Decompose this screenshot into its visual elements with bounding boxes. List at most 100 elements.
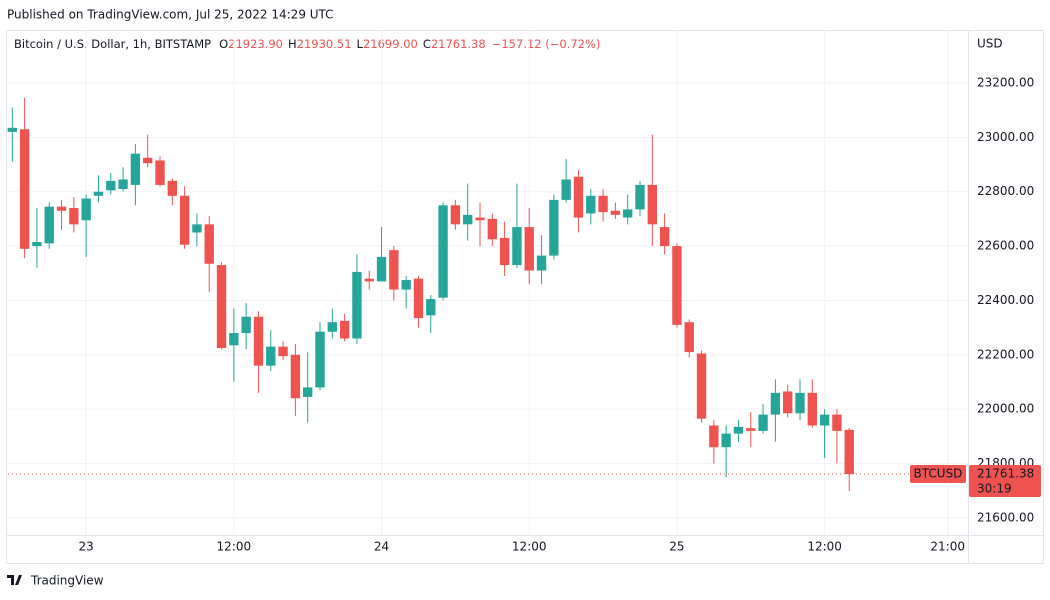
candle-body xyxy=(512,227,522,266)
candle-body xyxy=(672,246,682,325)
candle-body xyxy=(241,316,251,334)
candle-body xyxy=(709,425,719,448)
candle-body xyxy=(586,195,596,214)
x-tick-label: 24 xyxy=(374,540,389,554)
candle-body xyxy=(401,280,411,290)
candle-body xyxy=(463,214,473,225)
published-note: Published on TradingView.com, Jul 25, 20… xyxy=(7,8,334,22)
candle-body xyxy=(118,179,128,190)
candle-body xyxy=(524,227,534,271)
candle-body xyxy=(499,237,510,266)
countdown: 30:19 xyxy=(977,482,1012,496)
price-tag-bg xyxy=(969,465,1041,498)
logo: TradingView xyxy=(7,574,104,588)
candle-body xyxy=(216,265,227,349)
ohlc-h: H xyxy=(288,37,297,51)
candle-body xyxy=(376,256,387,282)
x-tick-label: 23 xyxy=(79,540,94,554)
candle-body xyxy=(696,353,707,419)
candle-body xyxy=(389,250,399,290)
candle-body xyxy=(746,428,756,431)
x-tick-label: 12:00 xyxy=(217,540,252,554)
candle-body xyxy=(130,153,141,185)
candle-body xyxy=(487,218,497,240)
candle-body xyxy=(536,255,547,271)
candle-body xyxy=(733,426,744,434)
y-tick-label: 23200.00 xyxy=(977,76,1034,90)
logo-mark xyxy=(7,575,22,585)
ohlc-open: 21923.90 xyxy=(228,37,283,51)
candle-body xyxy=(315,331,325,388)
price-unit: USD xyxy=(977,37,1003,51)
chart-frame xyxy=(6,30,1044,564)
y-tick-label: 22000.00 xyxy=(977,402,1034,416)
ohlc-o: O xyxy=(219,37,228,51)
candle-body xyxy=(81,198,91,221)
candle-body xyxy=(179,195,190,245)
candle-body xyxy=(167,180,177,196)
x-tick-label: 12:00 xyxy=(512,540,547,554)
candle-body xyxy=(426,299,436,316)
candle-body xyxy=(413,278,424,319)
candle-body xyxy=(32,242,42,247)
candle-body xyxy=(598,195,608,213)
y-tick-label: 23000.00 xyxy=(977,130,1034,144)
candle-body xyxy=(266,346,276,366)
candle-body xyxy=(352,271,362,339)
candle-body xyxy=(684,322,694,353)
y-tick-label: 22200.00 xyxy=(977,347,1034,361)
candle-body xyxy=(155,160,165,185)
symbol: Bitcoin / U.S. Dollar, 1h, BITSTAMP xyxy=(14,37,211,51)
candle-body xyxy=(770,392,781,415)
y-tick-label: 22600.00 xyxy=(977,239,1034,253)
symbol-tag: BTCUSD xyxy=(914,467,963,481)
x-tick-label: 21:00 xyxy=(930,540,965,554)
candle-body xyxy=(647,184,657,225)
candle-body xyxy=(339,320,350,339)
candle-body xyxy=(610,210,621,215)
candle-body xyxy=(303,387,313,397)
candle-body xyxy=(364,278,374,282)
candle-body xyxy=(450,205,461,225)
candle-body xyxy=(278,346,288,357)
candle-body xyxy=(549,199,559,256)
candle-body xyxy=(438,205,448,298)
y-tick-label: 22400.00 xyxy=(977,293,1034,307)
candle-body xyxy=(573,176,584,218)
candle-body xyxy=(844,429,854,475)
x-tick-label: 25 xyxy=(669,540,684,554)
candle-body xyxy=(832,414,842,431)
candle-body xyxy=(69,208,79,225)
candle-body xyxy=(192,224,202,233)
candle-body xyxy=(659,227,670,247)
candle-body xyxy=(327,322,337,332)
candle-body xyxy=(44,206,54,244)
candle-body xyxy=(93,191,104,196)
candle-body xyxy=(635,184,645,210)
candle-body xyxy=(783,391,793,414)
candle-body xyxy=(795,392,805,414)
candle-body xyxy=(19,129,30,249)
candle-body xyxy=(229,333,239,346)
ohlc-low: 21699.00 xyxy=(363,37,418,51)
ohlc-c: C xyxy=(423,37,431,51)
candle-body xyxy=(290,354,301,399)
candle-body xyxy=(623,209,633,218)
candle-body xyxy=(561,179,571,200)
y-tick-label: 22800.00 xyxy=(977,184,1034,198)
candle-body xyxy=(807,392,817,426)
candle-body xyxy=(758,414,768,431)
chart-title: Bitcoin / U.S. Dollar, 1h, BITSTAMP O2192… xyxy=(14,37,600,51)
ohlc-close: 21761.38 xyxy=(431,37,486,51)
candle-body xyxy=(7,127,17,132)
x-tick-label: 12:00 xyxy=(807,540,842,554)
ohlc-change: −157.12 (−0.72%) xyxy=(492,37,601,51)
candle-body xyxy=(475,217,485,221)
candle-body xyxy=(56,206,67,211)
candle-body xyxy=(253,316,264,366)
candle-body xyxy=(819,414,830,426)
ohlc-l: L xyxy=(357,37,364,51)
logo-text: TradingView xyxy=(30,574,104,588)
